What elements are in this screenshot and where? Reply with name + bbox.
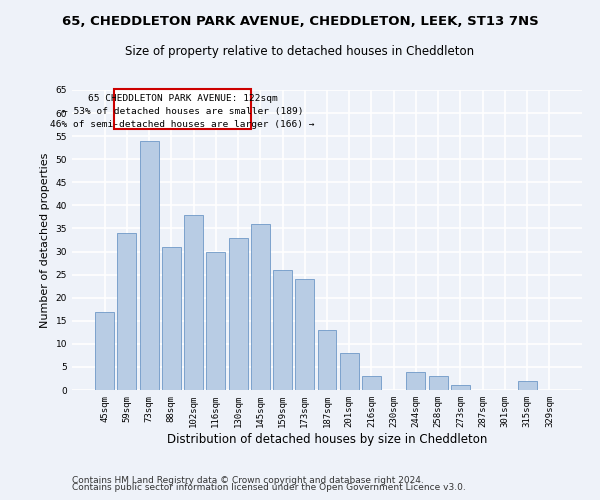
Bar xyxy=(162,247,181,390)
Bar xyxy=(406,372,425,390)
Bar xyxy=(340,353,359,390)
Bar xyxy=(118,233,136,390)
Bar xyxy=(206,252,225,390)
X-axis label: Distribution of detached houses by size in Cheddleton: Distribution of detached houses by size … xyxy=(167,432,487,446)
Bar xyxy=(451,386,470,390)
Text: 65 CHEDDLETON PARK AVENUE: 122sqm: 65 CHEDDLETON PARK AVENUE: 122sqm xyxy=(88,94,277,102)
Bar xyxy=(429,376,448,390)
Text: 65, CHEDDLETON PARK AVENUE, CHEDDLETON, LEEK, ST13 7NS: 65, CHEDDLETON PARK AVENUE, CHEDDLETON, … xyxy=(62,15,538,28)
Text: Size of property relative to detached houses in Cheddleton: Size of property relative to detached ho… xyxy=(125,45,475,58)
Bar xyxy=(295,279,314,390)
Bar xyxy=(273,270,292,390)
Bar xyxy=(518,381,536,390)
Bar xyxy=(113,89,251,129)
Bar xyxy=(362,376,381,390)
Bar xyxy=(95,312,114,390)
Y-axis label: Number of detached properties: Number of detached properties xyxy=(40,152,50,328)
Bar xyxy=(317,330,337,390)
Text: ← 53% of detached houses are smaller (189): ← 53% of detached houses are smaller (18… xyxy=(62,106,303,116)
Bar xyxy=(229,238,248,390)
Text: Contains public sector information licensed under the Open Government Licence v3: Contains public sector information licen… xyxy=(72,484,466,492)
Bar xyxy=(184,214,203,390)
Bar xyxy=(251,224,270,390)
Bar xyxy=(140,141,158,390)
Text: Contains HM Land Registry data © Crown copyright and database right 2024.: Contains HM Land Registry data © Crown c… xyxy=(72,476,424,485)
Text: 46% of semi-detached houses are larger (166) →: 46% of semi-detached houses are larger (… xyxy=(50,120,315,128)
